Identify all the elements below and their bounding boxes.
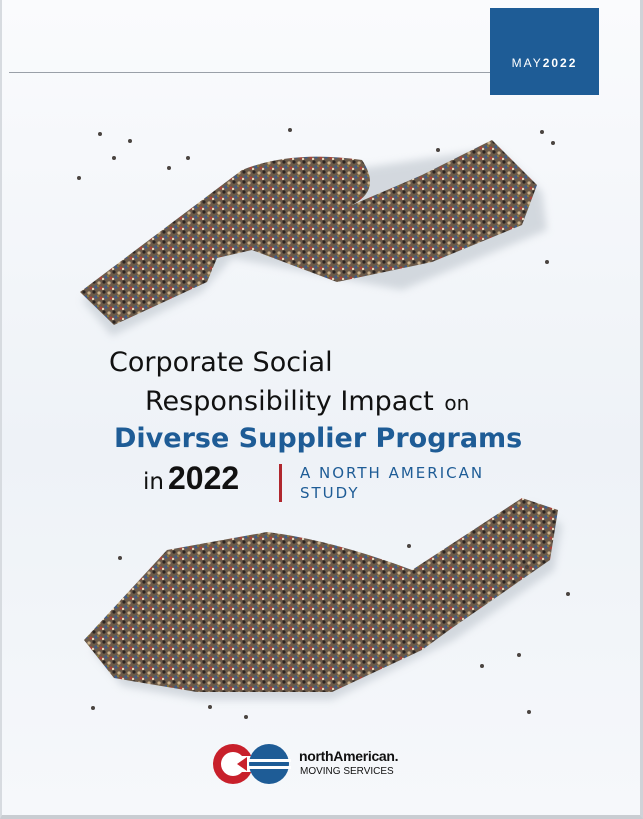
logo-tagline: MOVING SERVICES bbox=[300, 766, 394, 777]
title-line-2-main: Responsibility Impact bbox=[145, 386, 434, 417]
title-line-2: Responsibility Impact on bbox=[145, 386, 640, 417]
header-rule bbox=[9, 72, 490, 73]
title-line-3: Diverse Supplier Programs bbox=[114, 423, 523, 454]
date-month: MAY bbox=[511, 56, 543, 70]
upper-hand-crowd bbox=[80, 140, 537, 325]
subtitle: A NORTH AMERICAN STUDY bbox=[300, 463, 484, 503]
title-divider bbox=[279, 464, 282, 502]
company-logo: northAmerican. MOVING SERVICES bbox=[211, 742, 441, 786]
subtitle-line-2: STUDY bbox=[300, 484, 360, 502]
subtitle-line-1: A NORTH AMERICAN bbox=[300, 464, 485, 482]
stray-people bbox=[77, 128, 570, 719]
lower-hand-crowd bbox=[84, 498, 558, 692]
logo-brand: northAmerican. bbox=[299, 748, 399, 764]
title-line-2-suffix: on bbox=[444, 391, 470, 415]
title-year: 2022 bbox=[167, 460, 240, 496]
date-year: 2022 bbox=[542, 56, 578, 70]
title-line-1: Corporate Social bbox=[109, 347, 333, 378]
date-text: MAY2022 bbox=[490, 56, 599, 70]
title-line-4-prefix: in bbox=[143, 469, 164, 495]
logo-mark-icon bbox=[213, 744, 291, 784]
date-badge: MAY2022 bbox=[490, 8, 599, 95]
title-line-4: in 2022 bbox=[143, 460, 640, 497]
